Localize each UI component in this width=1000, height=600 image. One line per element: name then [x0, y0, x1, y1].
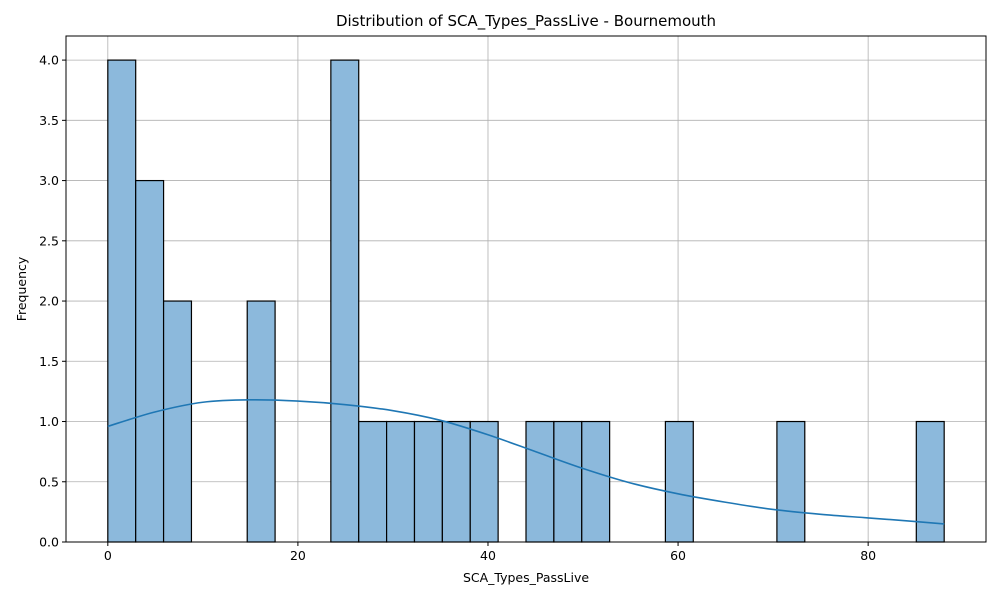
y-tick-label: 2.5	[39, 233, 59, 248]
histogram-bar	[246, 300, 276, 543]
y-tick-label: 3.5	[39, 113, 59, 128]
kde-line	[107, 398, 945, 525]
x-tick-label: 20	[290, 548, 306, 563]
x-axis-label: SCA_Types_PassLive	[463, 570, 589, 585]
y-tick-label: 1.0	[39, 414, 59, 429]
histogram-bar	[358, 420, 388, 543]
y-tick-label: 1.5	[39, 354, 59, 369]
x-tick-label: 60	[670, 548, 686, 563]
histogram-bar	[386, 420, 416, 543]
y-tick-label: 0.5	[39, 474, 59, 489]
y-tick-label: 0.0	[39, 535, 59, 550]
histogram-bar	[469, 420, 499, 543]
histogram-bar	[776, 420, 806, 543]
plot-frame	[65, 35, 987, 543]
histogram-bar	[107, 59, 137, 543]
histogram-bar	[553, 420, 583, 543]
histogram-bar	[413, 420, 443, 543]
y-axis-ticks: 0.0 0.5 1.0 1.5 2.0 2.5 3.0 3.5 4.0	[39, 53, 66, 550]
y-tick-label: 4.0	[39, 53, 59, 68]
x-tick-label: 0	[104, 548, 112, 563]
histogram-bar	[162, 300, 193, 543]
y-axis-label: Frequency	[14, 256, 29, 321]
histogram-bar	[581, 420, 611, 543]
y-tick-label: 2.0	[39, 294, 59, 309]
x-tick-label: 80	[860, 548, 876, 563]
histogram-bar	[664, 420, 694, 543]
histogram-bar	[525, 420, 555, 543]
x-axis-ticks: 0 20 40 60 80	[104, 542, 876, 563]
histogram-bar	[330, 59, 360, 543]
histogram-bar	[135, 179, 165, 543]
histogram-bars	[107, 59, 945, 543]
chart-title: Distribution of SCA_Types_PassLive - Bou…	[336, 12, 716, 31]
kde-curve	[107, 398, 945, 525]
y-tick-label: 3.0	[39, 173, 59, 188]
x-tick-label: 40	[480, 548, 496, 563]
histogram-bar	[441, 420, 471, 543]
